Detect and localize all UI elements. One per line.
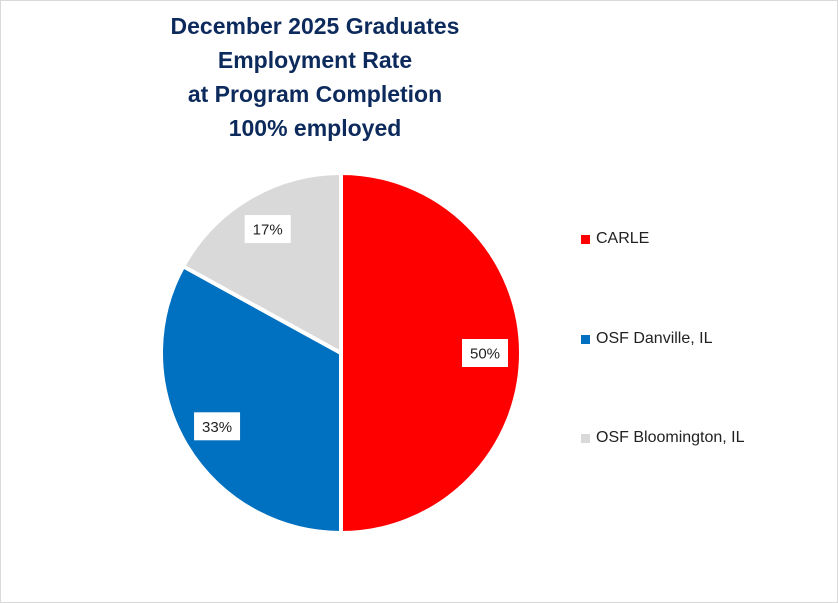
chart-title-line-3: at Program Completion: [187, 81, 443, 107]
legend-swatch-osf-danville: [581, 334, 590, 344]
data-label-text-osf-bloomington: 17%: [253, 222, 283, 239]
pie-slice-carle: [339, 171, 523, 535]
chart-title: December 2025 Graduates Employment Rate …: [111, 9, 519, 145]
data-label-osf-bloomington: 17%: [244, 215, 291, 244]
pie-slice-osf-danville: [159, 264, 343, 535]
legend-item-carle: CARLE: [581, 230, 649, 248]
chart-title-line-2: Employment Rate: [217, 47, 413, 73]
chart-title-line-1: December 2025 Graduates: [170, 13, 460, 39]
data-label-box-osf-bloomington: [244, 215, 291, 244]
legend-item-osf-bloomington: OSF Bloomington, IL: [581, 429, 745, 447]
legend-label-osf-bloomington: OSF Bloomington, IL: [596, 429, 745, 446]
legend-swatch-osf-bloomington: [581, 433, 590, 443]
legend-item-osf-danville: OSF Danville, IL: [581, 330, 712, 348]
data-label-box-osf-danville: [194, 412, 241, 441]
data-label-text-osf-danville: 33%: [202, 419, 232, 436]
legend-label-osf-danville: OSF Danville, IL: [596, 330, 713, 347]
pie-slice-osf-bloomington: [181, 171, 343, 355]
data-label-box-carle: [462, 339, 508, 367]
chart-title-line-4: 100% employed: [228, 115, 402, 141]
legend-swatch-carle: [581, 234, 590, 244]
data-label-osf-danville: 33%: [194, 412, 241, 441]
data-label-carle: 50%: [462, 339, 508, 367]
legend-label-carle: CARLE: [596, 230, 650, 247]
data-label-text-carle: 50%: [470, 346, 500, 363]
